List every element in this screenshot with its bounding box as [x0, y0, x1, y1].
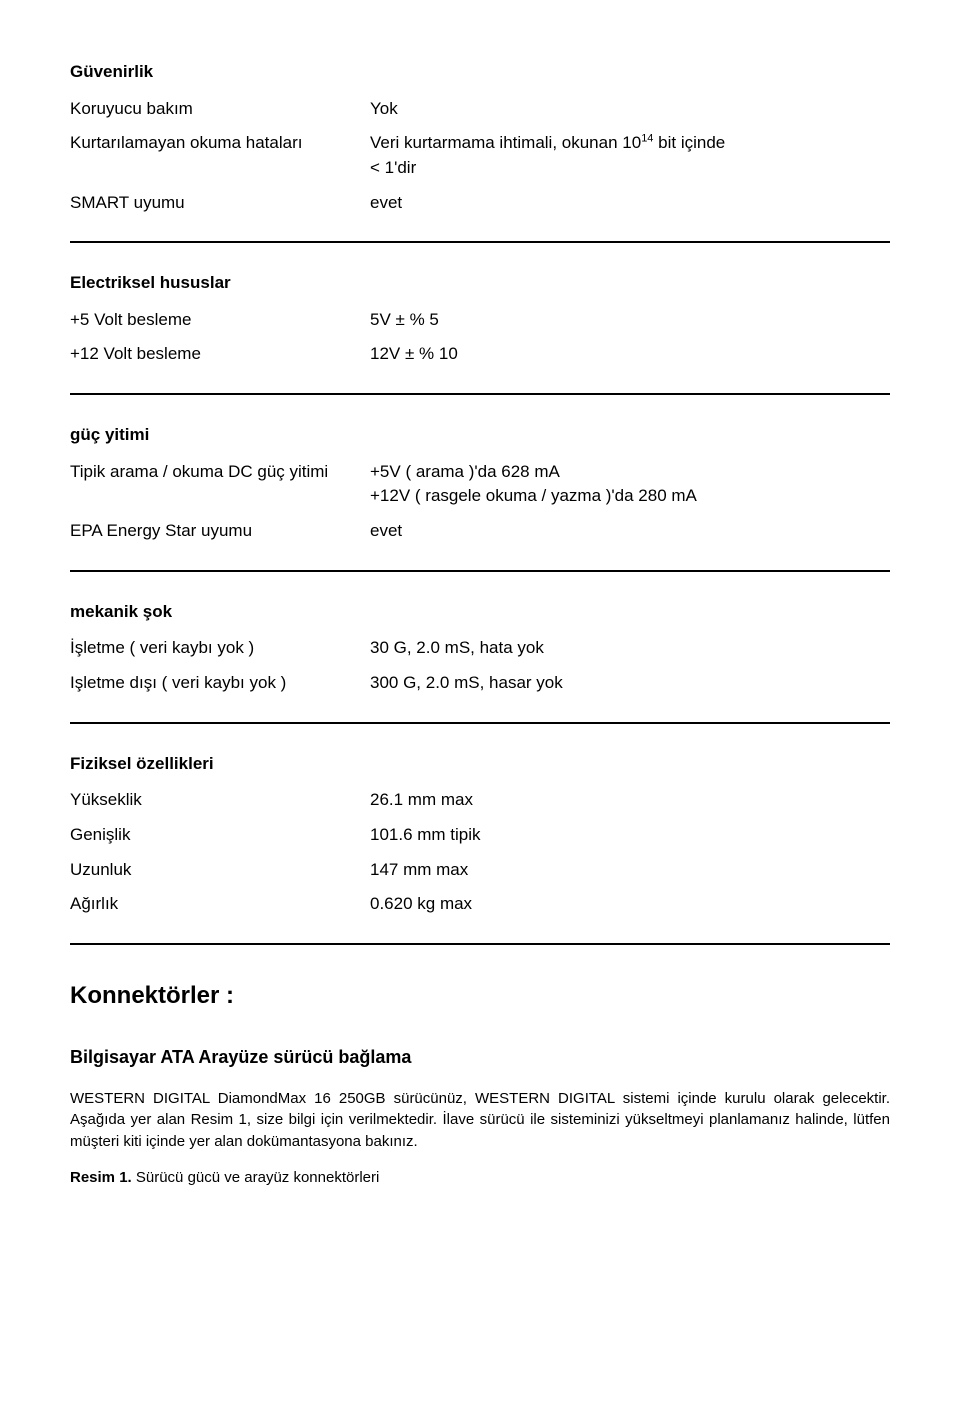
figure-caption-rest: Sürücü gücü ve arayüz konnektörleri: [132, 1169, 380, 1186]
figure-caption-bold: Resim 1.: [70, 1169, 132, 1186]
label-maintenance: Koruyucu bakım: [70, 97, 370, 122]
sub-heading-ata: Bilgisayar ATA Arayüze sürücü bağlama: [70, 1044, 890, 1070]
divider: [70, 943, 890, 945]
value-maintenance: Yok: [370, 97, 890, 122]
label-height: Yükseklik: [70, 788, 370, 813]
value-v12: 12V ± % 10: [370, 342, 890, 367]
label-operating-shock: İşletme ( veri kaybı yok ): [70, 636, 370, 661]
row-width: Genişlik 101.6 mm tipik: [70, 823, 890, 848]
paragraph-connectors: WESTERN DIGITAL DiamondMax 16 250GB sürü…: [70, 1088, 890, 1153]
divider: [70, 393, 890, 395]
heading-connectors: Konnektörler :: [70, 979, 890, 1014]
heading-electrical: Electriksel hususlar: [70, 271, 890, 296]
value-weight: 0.620 kg max: [370, 892, 890, 917]
row-errors: Kurtarılamayan okuma hataları Veri kurta…: [70, 131, 890, 180]
label-epa: EPA Energy Star uyumu: [70, 519, 370, 544]
value-errors: Veri kurtarmama ihtimali, okunan 1014 bi…: [370, 131, 890, 180]
label-v12: +12 Volt besleme: [70, 342, 370, 367]
heading-power: güç yitimi: [70, 423, 890, 448]
divider: [70, 570, 890, 572]
row-weight: Ağırlık 0.620 kg max: [70, 892, 890, 917]
row-epa: EPA Energy Star uyumu evet: [70, 519, 890, 544]
label-v5: +5 Volt besleme: [70, 308, 370, 333]
value-nonoperating-shock: 300 G, 2.0 mS, hasar yok: [370, 671, 890, 696]
value-operating-shock: 30 G, 2.0 mS, hata yok: [370, 636, 890, 661]
value-errors-line2: < 1'dir: [370, 156, 890, 181]
heading-shock: mekanik şok: [70, 600, 890, 625]
label-errors: Kurtarılamayan okuma hataları: [70, 131, 370, 180]
divider: [70, 241, 890, 243]
value-errors-line1-post: bit içinde: [653, 133, 725, 152]
row-length: Uzunluk 147 mm max: [70, 858, 890, 883]
row-height: Yükseklik 26.1 mm max: [70, 788, 890, 813]
row-v12: +12 Volt besleme 12V ± % 10: [70, 342, 890, 367]
value-typical-power: +5V ( arama )'da 628 mA +12V ( rasgele o…: [370, 460, 890, 509]
label-smart: SMART uyumu: [70, 191, 370, 216]
label-length: Uzunluk: [70, 858, 370, 883]
value-width: 101.6 mm tipik: [370, 823, 890, 848]
divider: [70, 722, 890, 724]
row-nonoperating-shock: Işletme dışı ( veri kaybı yok ) 300 G, 2…: [70, 671, 890, 696]
value-smart: evet: [370, 191, 890, 216]
row-smart: SMART uyumu evet: [70, 191, 890, 216]
label-typical-power: Tipik arama / okuma DC güç yitimi: [70, 460, 370, 509]
row-v5: +5 Volt besleme 5V ± % 5: [70, 308, 890, 333]
row-maintenance: Koruyucu bakım Yok: [70, 97, 890, 122]
value-v5: 5V ± % 5: [370, 308, 890, 333]
value-errors-line1-pre: Veri kurtarmama ihtimali, okunan 10: [370, 133, 641, 152]
value-typical-line2: +12V ( rasgele okuma / yazma )'da 280 mA: [370, 484, 890, 509]
value-epa: evet: [370, 519, 890, 544]
label-weight: Ağırlık: [70, 892, 370, 917]
value-length: 147 mm max: [370, 858, 890, 883]
heading-reliability: Güvenirlik: [70, 60, 890, 85]
figure-caption: Resim 1. Sürücü gücü ve arayüz konnektör…: [70, 1167, 890, 1189]
row-operating-shock: İşletme ( veri kaybı yok ) 30 G, 2.0 mS,…: [70, 636, 890, 661]
row-typical-power: Tipik arama / okuma DC güç yitimi +5V ( …: [70, 460, 890, 509]
label-nonoperating-shock: Işletme dışı ( veri kaybı yok ): [70, 671, 370, 696]
heading-physical: Fiziksel özellikleri: [70, 752, 890, 777]
value-height: 26.1 mm max: [370, 788, 890, 813]
label-width: Genişlik: [70, 823, 370, 848]
value-errors-sup: 14: [641, 133, 653, 145]
value-typical-line1: +5V ( arama )'da 628 mA: [370, 460, 890, 485]
